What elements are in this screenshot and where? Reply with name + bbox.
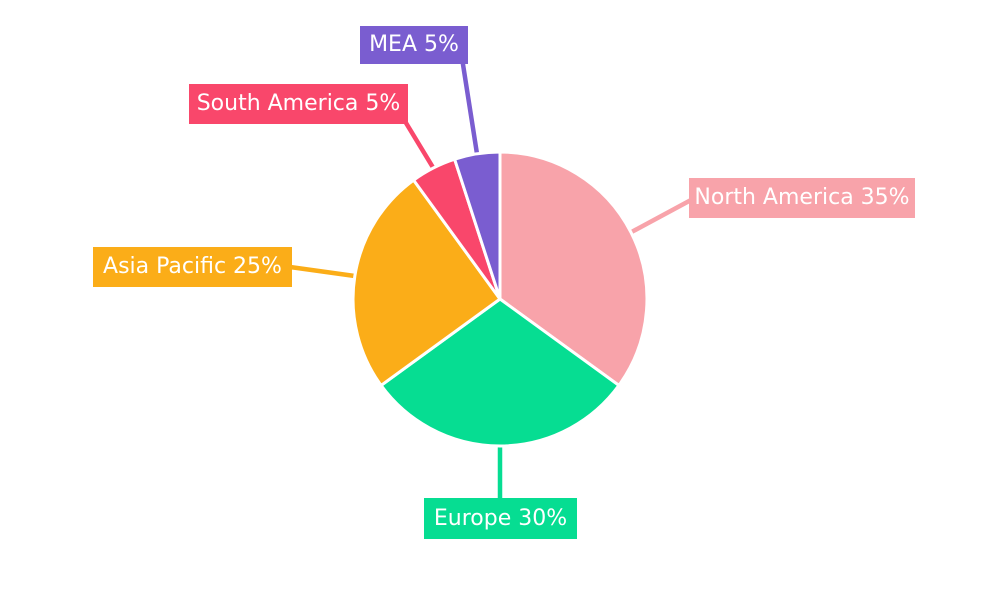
leader-line-mea [459, 55, 480, 157]
pie-slice-north-america[interactable] [498, 150, 649, 387]
pie-slice-asia-pacific[interactable] [351, 178, 502, 387]
label-europe: Europe 30% [424, 498, 577, 539]
pie-slice-europe[interactable] [379, 297, 621, 448]
label-north-america: North America 35% [689, 178, 915, 218]
label-south-america: South America 5% [189, 84, 408, 124]
leader-line-north-america [628, 197, 694, 235]
pie-slice-mea[interactable] [453, 150, 502, 301]
leader-line-asia-pacific [287, 264, 358, 279]
label-mea: MEA 5% [360, 26, 468, 64]
label-asia-pacific: Asia Pacific 25% [93, 247, 292, 287]
